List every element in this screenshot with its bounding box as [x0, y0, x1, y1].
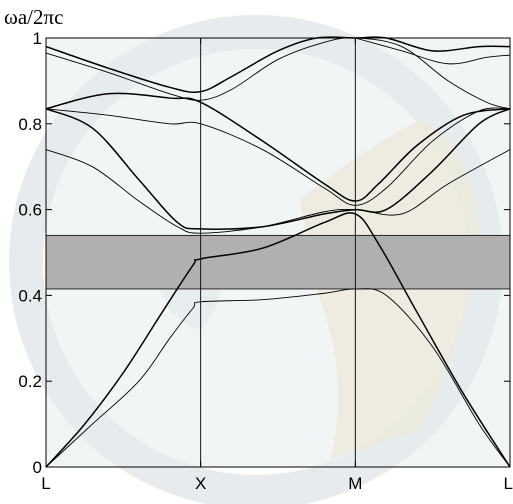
band-line-6 [45, 92, 511, 202]
band-line-5 [45, 107, 511, 206]
band-line-9 [355, 37, 511, 65]
band-line-4 [45, 108, 511, 230]
x-tick-label: L [504, 474, 513, 493]
band-line-1 [45, 288, 511, 468]
band-line-2 [45, 212, 511, 468]
y-tick-label: 0.6 [18, 201, 42, 220]
y-tick-label: 0.2 [18, 372, 42, 391]
y-axis-label: ωa/2πc [4, 5, 63, 29]
plot-frame [45, 37, 511, 468]
y-axis-label-background [0, 0, 124, 32]
band-line-7 [45, 37, 511, 110]
x-tick-label: L [41, 474, 50, 493]
y-tick-label: 0.4 [18, 286, 42, 305]
y-tick-label: 1 [33, 29, 42, 48]
band-line-8 [45, 36, 511, 94]
y-tick-label: 0.8 [18, 115, 42, 134]
x-tick-label: X [195, 474, 206, 493]
x-tick-label: M [348, 474, 362, 493]
y-tick-label: 0 [33, 458, 42, 477]
